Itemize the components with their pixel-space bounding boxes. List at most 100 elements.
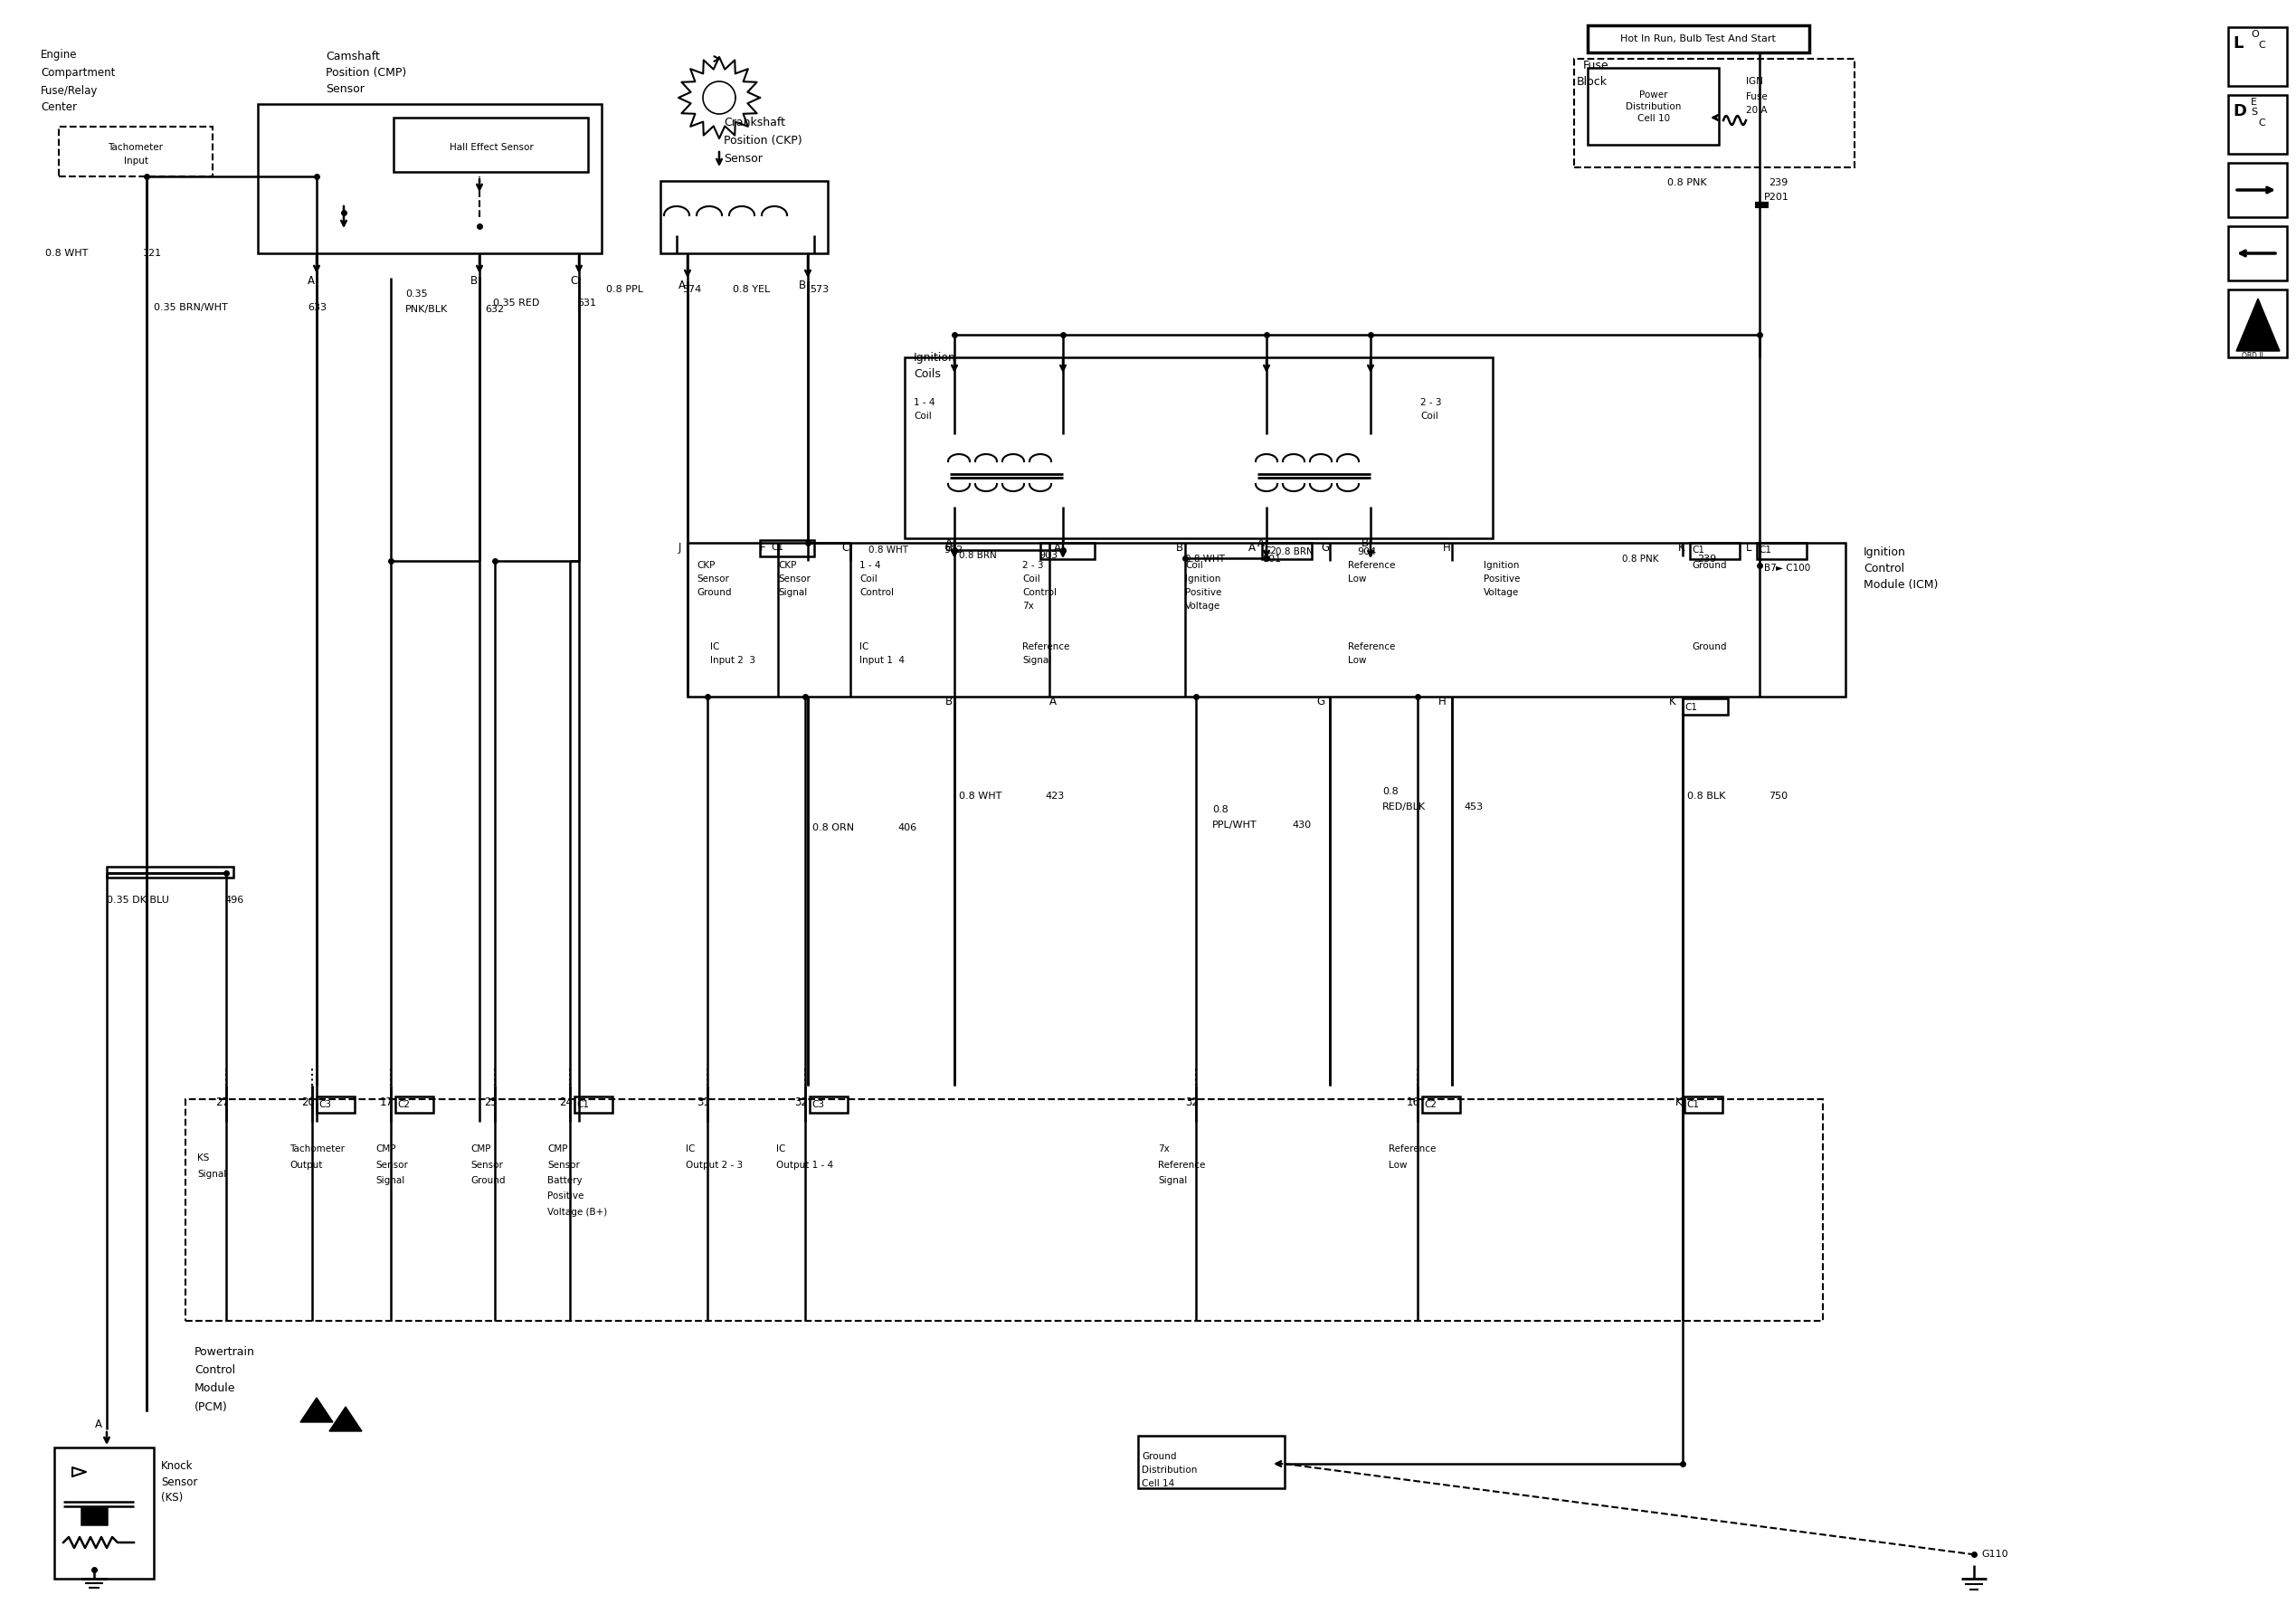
Text: Coil: Coil [1421,412,1437,420]
Text: Control: Control [859,588,893,597]
Text: B: B [471,274,478,286]
Text: Module: Module [195,1383,236,1394]
Text: B: B [1362,537,1368,549]
Text: G110: G110 [1981,1550,2009,1558]
Text: 0.35 BRN/WHT: 0.35 BRN/WHT [154,304,227,312]
Bar [80,1508,106,1524]
Polygon shape [301,1397,333,1422]
Text: C: C [840,542,850,553]
Bar [2227,96,2287,154]
Text: Powertrain: Powertrain [195,1347,255,1358]
Text: H: H [1442,542,1451,553]
Text: Sensor: Sensor [471,1160,503,1170]
Text: CKP: CKP [696,562,714,570]
Bar [2227,162,2287,217]
Text: Position (CMP): Position (CMP) [326,67,406,78]
Text: 0.8 WHT: 0.8 WHT [960,792,1001,800]
Text: 406: 406 [898,823,916,833]
Text: Control: Control [1022,588,1056,597]
Text: A: A [94,1419,103,1431]
Text: Reference: Reference [1022,643,1070,651]
Text: C1: C1 [1685,1100,1699,1109]
Text: Signal: Signal [1022,656,1052,665]
Text: KS: KS [197,1154,209,1162]
Text: 430: 430 [1293,821,1311,829]
Text: Control: Control [195,1365,234,1376]
Bar [1587,26,1809,52]
Text: K: K [1669,695,1676,708]
Text: Coils: Coils [914,368,941,380]
Text: Control: Control [1864,562,1903,575]
Text: F: F [760,542,767,553]
Text: Low: Low [1348,575,1366,584]
Text: Distribution: Distribution [1141,1466,1196,1475]
Text: Center: Center [41,101,76,112]
Text: G: G [1320,542,1329,553]
Text: IC: IC [859,643,868,651]
Text: Signal: Signal [1157,1177,1187,1185]
Text: 20: 20 [301,1096,315,1109]
Text: 20 A: 20 A [1745,105,1768,115]
Text: Voltage: Voltage [1483,588,1520,597]
Text: 7x: 7x [1022,602,1033,610]
Text: CKP: CKP [778,562,797,570]
Text: 0.8 PPL: 0.8 PPL [606,286,643,294]
Bar [257,104,602,253]
Bar [1421,1097,1460,1113]
Text: 750: 750 [1768,792,1789,800]
Text: CMP: CMP [471,1144,491,1154]
Text: Ignition: Ignition [914,352,955,364]
Bar [393,117,588,172]
Text: A: A [308,274,315,286]
Text: Hall Effect Sensor: Hall Effect Sensor [450,143,533,153]
Bar [2227,226,2287,281]
Text: 0.8 PNK: 0.8 PNK [1667,179,1706,187]
Text: 1 - 4: 1 - 4 [859,562,882,570]
Text: 17: 17 [379,1096,393,1109]
Text: A: A [1249,542,1256,553]
Text: S: S [2250,107,2257,117]
Text: B7: B7 [1763,563,1777,573]
Text: L: L [1745,542,1752,553]
Text: CMP: CMP [377,1144,395,1154]
Text: A: A [1049,695,1056,708]
Text: 239: 239 [1768,179,1789,187]
Text: Positive: Positive [1185,588,1221,597]
Text: Cell 10: Cell 10 [1637,114,1669,123]
Text: K: K [1676,1096,1683,1109]
Text: Tachometer: Tachometer [108,143,163,153]
Text: Engine: Engine [41,49,78,60]
Text: Voltage: Voltage [1185,602,1221,610]
Text: B: B [946,695,953,708]
Text: Ground: Ground [471,1177,505,1185]
Text: Battery: Battery [546,1177,583,1185]
Text: Ignition: Ignition [1864,545,1906,558]
Text: IC: IC [687,1144,696,1154]
Text: Coil: Coil [859,575,877,584]
Text: (PCM): (PCM) [195,1401,227,1412]
Text: Sensor: Sensor [778,575,810,584]
Text: 574: 574 [682,286,700,294]
Text: Ground: Ground [1692,562,1727,570]
Text: B: B [946,542,953,553]
Text: 903: 903 [1038,550,1058,560]
Text: Sensor: Sensor [377,1160,409,1170]
Text: Fuse: Fuse [1584,60,1609,71]
Text: J: J [680,542,682,553]
Bar [55,1448,154,1579]
Text: Distribution: Distribution [1626,102,1681,112]
Text: Low: Low [1389,1160,1407,1170]
Bar [2227,289,2287,357]
Text: 0.8 PNK: 0.8 PNK [1621,555,1658,563]
Bar [2227,28,2287,86]
Text: Camshaft: Camshaft [326,50,379,62]
Text: C: C [2257,41,2266,50]
Bar [1575,58,1855,167]
Text: 901: 901 [1263,555,1281,563]
Text: A: A [946,537,953,549]
Text: Positive: Positive [546,1191,583,1201]
Text: Compartment: Compartment [41,67,115,78]
Bar [106,867,234,878]
Bar [1683,698,1729,714]
Text: Ground: Ground [1141,1453,1176,1461]
